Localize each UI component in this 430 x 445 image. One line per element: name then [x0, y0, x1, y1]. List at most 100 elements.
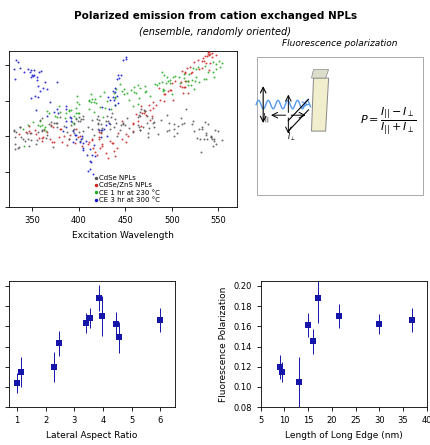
- Point: [107, 120, 114, 127]
- Point: [161, 91, 168, 98]
- Point: [86, 157, 93, 164]
- Point: [77, 139, 83, 146]
- Point: [209, 69, 216, 76]
- Point: [34, 128, 41, 135]
- Point: [124, 114, 131, 121]
- Legend: CdSe NPLs, CdSe/ZnS NPLs, CE 1 hr at 230 °C, CE 3 hr at 300 °C: CdSe NPLs, CdSe/ZnS NPLs, CE 1 hr at 230…: [94, 174, 161, 204]
- Point: [53, 113, 60, 120]
- Point: [24, 129, 31, 137]
- Point: [72, 132, 79, 139]
- Point: [209, 53, 215, 61]
- Point: [108, 140, 115, 147]
- Point: [139, 123, 146, 130]
- Point: [34, 73, 41, 81]
- Point: [104, 133, 111, 140]
- Point: [45, 109, 52, 117]
- Point: [163, 80, 169, 87]
- Point: [149, 120, 156, 127]
- Point: [138, 109, 145, 116]
- Point: [34, 82, 41, 89]
- Point: [206, 51, 213, 58]
- Point: [80, 112, 87, 119]
- Point: [193, 73, 200, 81]
- Point: [56, 108, 63, 115]
- Point: [72, 125, 79, 133]
- Point: [195, 65, 202, 73]
- Point: [20, 135, 27, 142]
- Point: [38, 126, 45, 134]
- Point: [198, 57, 205, 65]
- Point: [119, 121, 126, 128]
- Point: [67, 117, 74, 125]
- Point: [214, 32, 221, 39]
- Point: [118, 118, 125, 125]
- Point: [65, 135, 72, 142]
- Point: [98, 142, 105, 150]
- Point: [113, 92, 120, 99]
- Point: [43, 128, 50, 135]
- Point: [203, 59, 209, 66]
- Point: [99, 113, 106, 120]
- Point: [50, 144, 57, 151]
- Point: [166, 80, 173, 87]
- Point: [219, 29, 226, 36]
- Point: [143, 113, 150, 120]
- Point: [51, 139, 58, 146]
- Point: [85, 138, 92, 145]
- Point: [135, 123, 142, 130]
- Point: [161, 90, 168, 97]
- Point: [61, 114, 68, 121]
- Point: [194, 64, 201, 71]
- Point: [75, 134, 82, 141]
- Point: [110, 93, 117, 101]
- Point: [11, 65, 18, 72]
- Point: [40, 84, 47, 91]
- Point: [197, 149, 204, 156]
- Point: [199, 55, 206, 62]
- Point: [187, 64, 194, 71]
- Point: [114, 129, 121, 136]
- Point: [12, 57, 19, 64]
- Point: [208, 49, 215, 57]
- Point: [218, 137, 225, 144]
- Point: [129, 119, 136, 126]
- Point: [212, 61, 219, 68]
- Point: [137, 102, 144, 109]
- Point: [136, 108, 143, 115]
- Point: [28, 72, 35, 79]
- Point: [14, 144, 21, 151]
- Point: [20, 69, 27, 76]
- Point: [76, 101, 83, 108]
- Point: [36, 135, 43, 142]
- Point: [47, 118, 54, 125]
- Point: [135, 94, 142, 101]
- Point: [71, 125, 77, 132]
- Point: [201, 119, 208, 126]
- Point: [113, 120, 120, 127]
- Point: [159, 85, 166, 92]
- Point: [62, 109, 69, 117]
- Point: [105, 120, 112, 127]
- Point: [65, 107, 72, 114]
- Point: [135, 100, 141, 107]
- Point: [178, 121, 185, 128]
- Point: [95, 135, 102, 142]
- Point: [169, 96, 176, 103]
- Point: [212, 52, 218, 59]
- Point: [206, 44, 213, 51]
- Point: [205, 121, 212, 128]
- Point: [188, 68, 195, 75]
- Point: [135, 118, 141, 125]
- Point: [86, 106, 93, 113]
- Point: [188, 120, 195, 127]
- Point: [52, 120, 59, 127]
- Point: [134, 81, 141, 88]
- Point: [109, 88, 116, 95]
- Point: [106, 96, 113, 103]
- Point: [135, 112, 142, 119]
- Point: [141, 89, 147, 96]
- Point: [175, 74, 182, 81]
- Point: [51, 113, 58, 120]
- Point: [166, 76, 173, 83]
- Point: [206, 60, 212, 67]
